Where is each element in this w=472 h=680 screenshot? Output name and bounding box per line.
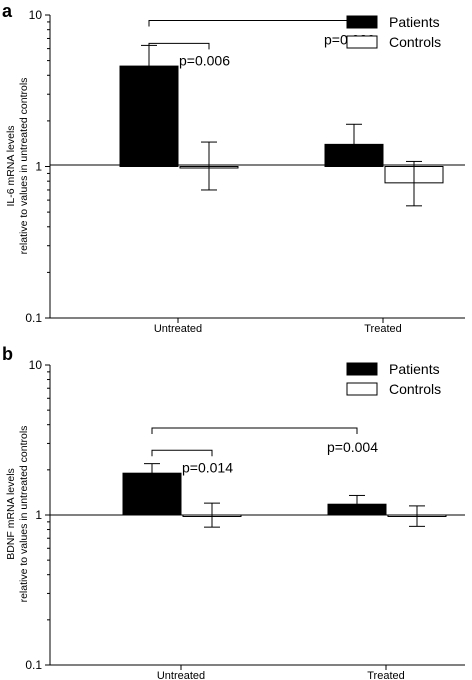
panel-a-legend-label-patients: Patients [389, 14, 440, 30]
panel-b-legend-swatch-patients [346, 362, 378, 376]
panel-a-bracket-1 [148, 19, 355, 27]
panel-a: a IL-6 mRNA levels relative to values in… [2, 1, 465, 335]
panel-a-ytick-label: 0.1 [25, 311, 42, 325]
panel-a-ticks: 0.1 1 10 Untreated Treated [25, 8, 401, 335]
panel-b-ticks: 0.1 1 10 Untreated Treated [25, 358, 404, 680]
panel-a-legend-swatch-patients [346, 15, 378, 29]
panel-a-legend: Patients Controls [346, 14, 441, 50]
panel-a-legend-swatch-controls [346, 35, 378, 49]
panel-b-pvalue-0: p=0.014 [182, 459, 233, 475]
panel-b-legend-label-patients: Patients [389, 361, 440, 377]
panel-a-ylabel-line1: IL-6 mRNA levels [5, 125, 17, 206]
panel-a-bracket-0 [148, 42, 210, 50]
panel-b-ytick-label: 10 [29, 358, 43, 372]
panel-b-legend-swatch-controls [346, 382, 378, 396]
panel-a-ytick-label: 1 [35, 160, 42, 174]
panel-b-ylabel-line1: BDNF mRNA levels [5, 468, 17, 560]
panel-a-xtick-label-treated: Treated [364, 323, 402, 335]
panel-b-xtick-label-untreated: Untreated [157, 670, 205, 680]
panel-b-legend-label-controls: Controls [389, 381, 441, 397]
panel-a-letter: a [2, 1, 13, 21]
panel-b-ylabel-line2: relative to values in untreated controls [18, 426, 30, 603]
panel-b-legend: Patients Controls [346, 361, 441, 397]
panel-b-annotations: p=0.014 p=0.004 [151, 427, 378, 475]
panel-b: b BDNF mRNA levels relative to values in… [2, 344, 465, 680]
panel-a-legend-label-controls: Controls [389, 34, 441, 50]
panel-a-xtick-label-untreated: Untreated [154, 323, 202, 335]
panel-b-ytick-label: 0.1 [25, 658, 42, 672]
panel-b-bracket-1 [151, 427, 358, 435]
panel-b-bars [122, 463, 447, 528]
panel-a-pvalue-0: p=0.006 [179, 52, 230, 68]
panel-a-bar-patients-untreated [119, 65, 179, 167]
panel-a-annotations: p=0.006p=0.029 [148, 19, 375, 68]
panel-b-letter: b [2, 344, 13, 364]
panel-a-bars [119, 44, 444, 207]
panel-b-xtick-label-treated: Treated [367, 670, 405, 680]
panel-b-ytick-label: 1 [35, 508, 42, 522]
panel-a-ytick-label: 10 [29, 8, 43, 22]
panel-b-bracket-0 [151, 449, 213, 457]
panel-b-pvalue-1: p=0.004 [327, 439, 378, 455]
panel-a-ylabel-line2: relative to values in untreated controls [18, 78, 30, 255]
